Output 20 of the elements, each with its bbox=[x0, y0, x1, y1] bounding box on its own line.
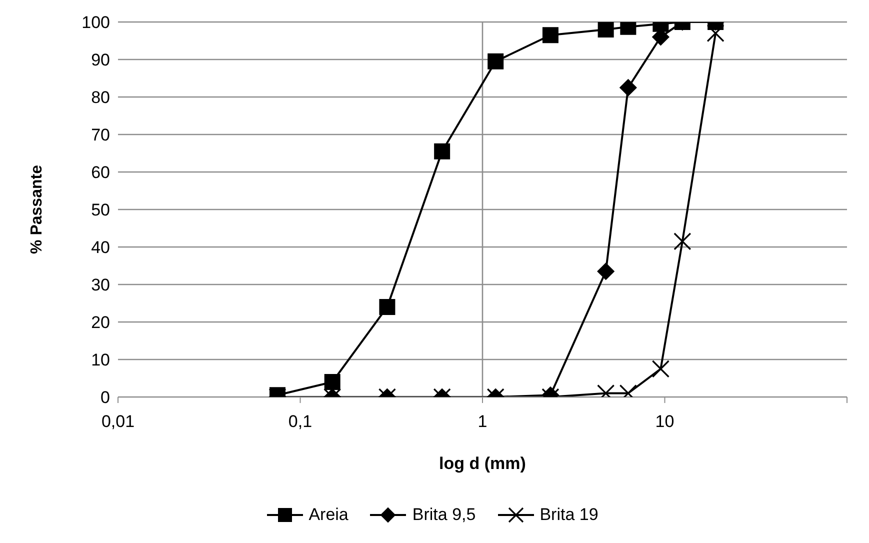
legend-label: Brita 19 bbox=[538, 505, 598, 525]
x-tick-label: 0,01 bbox=[101, 412, 135, 432]
y-tick-label: 0 bbox=[100, 388, 110, 408]
y-tick-label: 80 bbox=[91, 88, 110, 108]
y-tick-label: 40 bbox=[91, 238, 110, 258]
y-tick-label: 20 bbox=[91, 313, 110, 332]
legend-label: Areia bbox=[308, 505, 348, 525]
x-tick-label: 0,1 bbox=[288, 412, 312, 432]
x-axis-title: log d (mm) bbox=[439, 454, 526, 474]
y-tick-label: 90 bbox=[91, 50, 110, 70]
y-tick-label: 60 bbox=[91, 163, 110, 182]
y-tick-label: 50 bbox=[91, 200, 110, 220]
y-axis-title: % Passante bbox=[28, 164, 46, 254]
legend-label: Brita 9,5 bbox=[411, 505, 476, 525]
y-tick-label: 30 bbox=[91, 276, 110, 295]
y-tick-label: 10 bbox=[91, 350, 110, 370]
x-tick-label: 10 bbox=[655, 412, 674, 432]
x-tick-label: 1 bbox=[478, 412, 488, 432]
y-tick-label: 100 bbox=[82, 13, 110, 32]
y-tick-label: 70 bbox=[91, 126, 110, 145]
